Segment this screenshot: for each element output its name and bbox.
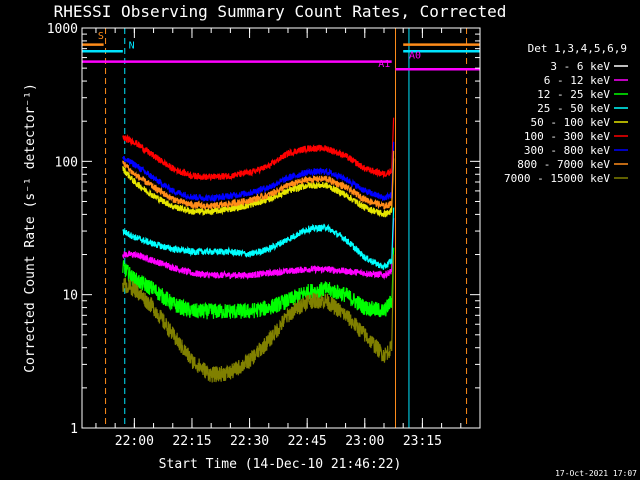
legend-label-3-6-kev: 3 - 6 keV [550, 60, 610, 73]
timestamp: 17-Oct-2021 17:07 [555, 469, 637, 478]
legend-label-6-12-kev: 6 - 12 keV [544, 74, 611, 87]
flag-label-n: N [129, 41, 135, 52]
legend-label-300-800-kev: 300 - 800 keV [524, 144, 610, 157]
x-axis-label: Start Time (14-Dec-10 21:46:22) [159, 457, 402, 472]
legend-label-7000-15000-kev: 7000 - 15000 keV [504, 172, 610, 185]
y-tick-label-1: 10 [62, 289, 78, 304]
y-axis: 1 10 100 1000 [47, 22, 480, 437]
y-axis-label: Corrected Count Rate (s⁻¹ detector⁻¹) [23, 83, 38, 373]
legend-title: Det 1,3,4,5,6,9 [528, 42, 627, 55]
x-tick-label-2: 22:30 [230, 434, 269, 449]
x-tick-label-4: 23:00 [345, 434, 384, 449]
series-group [122, 117, 395, 383]
series-line-25-50-kev [122, 207, 395, 270]
y-tick-label-0: 1 [70, 422, 78, 437]
legend-label-50-100-kev: 50 - 100 keV [531, 116, 611, 129]
flag-bars: S N A1 A0 [82, 31, 480, 71]
x-tick-label-0: 22:00 [115, 434, 154, 449]
series-line-100-300-kev [122, 117, 395, 181]
series-line-12-25-kev [122, 247, 395, 320]
flag-label-a0: A0 [409, 51, 421, 62]
chart-title: RHESSI Observing Summary Count Rates, Co… [54, 2, 507, 21]
legend-label-25-50-kev: 25 - 50 keV [537, 102, 610, 115]
flag-label-a1: A1 [378, 59, 390, 70]
x-tick-label-5: 23:15 [403, 434, 442, 449]
x-tick-label-3: 22:45 [288, 434, 327, 449]
series-line-3-6-kev [122, 247, 395, 313]
y-tick-label-3: 1000 [47, 22, 78, 37]
y-tick-label-2: 100 [55, 155, 78, 170]
legend-label-100-300-kev: 100 - 300 keV [524, 130, 610, 143]
plot-frame [81, 27, 481, 429]
series-line-7000-15000-kev [122, 254, 395, 383]
x-axis: 22:00 22:15 22:30 22:45 23:00 23:15 [95, 28, 481, 449]
legend-label-12-25-kev: 12 - 25 keV [537, 88, 610, 101]
flag-label-s: S [98, 31, 104, 42]
series-line-800-7000-kev [122, 150, 395, 211]
series-line-300-800-kev [122, 141, 395, 203]
series-line-6-12-kev [122, 218, 395, 281]
x-tick-label-1: 22:15 [172, 434, 211, 449]
legend-label-800-7000-kev: 800 - 7000 keV [517, 158, 610, 171]
